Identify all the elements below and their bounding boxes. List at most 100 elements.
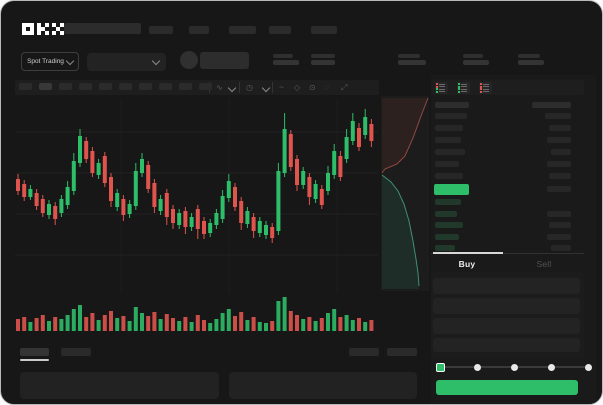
avatar[interactable]: [180, 51, 198, 69]
nav-item[interactable]: [229, 26, 256, 34]
orderbook-view-toggle-bids-only-icon[interactable]: [457, 82, 470, 94]
order-form-field[interactable]: [433, 338, 580, 352]
ask-row-price[interactable]: [435, 137, 461, 143]
ask-row-amount[interactable]: [549, 125, 571, 131]
nav-item[interactable]: [269, 26, 291, 34]
bottom-tab[interactable]: [61, 348, 91, 356]
fullscreen-icon[interactable]: ⤢: [341, 83, 348, 92]
ask-row-amount[interactable]: [549, 173, 571, 179]
bid-row-price[interactable]: [435, 199, 461, 205]
orderbook-divider: [431, 253, 584, 254]
volume-bar: [239, 312, 244, 331]
volume-bar: [28, 322, 33, 331]
timeframe-button[interactable]: [59, 83, 72, 90]
buy-submit-button[interactable]: [436, 380, 578, 395]
ask-row-amount[interactable]: [547, 137, 571, 143]
indicator-dropdown-icon[interactable]: ∿: [216, 83, 223, 92]
tab-buy[interactable]: Buy: [458, 259, 476, 269]
volume-bar: [127, 321, 132, 331]
bottom-link[interactable]: [349, 348, 379, 356]
search-input[interactable]: [64, 23, 141, 34]
order-form-field[interactable]: [433, 278, 580, 294]
volume-bar: [102, 315, 107, 331]
candle-body: [344, 137, 349, 159]
market-type-selector[interactable]: Spot Trading: [21, 52, 79, 71]
candle-body: [301, 171, 306, 185]
nav-item[interactable]: [189, 26, 209, 34]
ticker-stat-label: [398, 54, 420, 58]
candle-body: [189, 217, 194, 227]
slider-handle[interactable]: [436, 363, 445, 372]
bid-row-amount[interactable]: [549, 222, 571, 228]
account-button[interactable]: [200, 52, 249, 69]
bottom-panel: [229, 372, 417, 399]
bid-row-amount[interactable]: [547, 233, 571, 240]
timeframe-button[interactable]: [39, 83, 52, 90]
ask-row-amount[interactable]: [547, 161, 571, 167]
ask-row-amount[interactable]: [545, 113, 571, 119]
nav-item[interactable]: [149, 26, 173, 34]
bid-row-price[interactable]: [435, 245, 455, 251]
volume-bar: [350, 320, 355, 331]
volume-bar: [233, 316, 237, 331]
last-price-highlight[interactable]: [434, 184, 469, 195]
nav-item[interactable]: [311, 26, 337, 34]
chevron-down-icon: [151, 56, 161, 66]
bid-row-price[interactable]: [435, 233, 459, 240]
ask-row-price[interactable]: [435, 113, 467, 119]
depth-bids-area: [382, 175, 419, 289]
draw-tool-icon[interactable]: ◇: [294, 83, 301, 92]
ask-row-price[interactable]: [435, 125, 463, 131]
camera-icon[interactable]: ⊙: [309, 83, 316, 92]
ask-row-price[interactable]: [435, 173, 463, 179]
slider-step-dot[interactable]: [585, 364, 592, 371]
candle-body: [177, 213, 182, 225]
line-tool-icon[interactable]: ~: [279, 83, 284, 92]
candle-body: [363, 117, 368, 135]
timeframe-button[interactable]: [99, 83, 112, 90]
candle-body: [338, 156, 343, 177]
orderbook-view-toggle-both-sides-icon[interactable]: [435, 82, 448, 94]
timeframe-button[interactable]: [139, 83, 152, 90]
slider-step-dot[interactable]: [511, 364, 518, 371]
candle-body: [102, 156, 107, 183]
timeframe-button[interactable]: [119, 83, 132, 90]
timeframe-button[interactable]: [79, 83, 92, 90]
ask-row-price[interactable]: [435, 149, 465, 155]
tab-sell[interactable]: Sell: [536, 259, 552, 269]
slider-step-dot[interactable]: [474, 364, 481, 371]
bottom-link[interactable]: [387, 348, 417, 356]
orderbook-view-toggle-asks-only-icon[interactable]: [479, 82, 492, 94]
candle-body: [115, 193, 120, 207]
bid-row-amount[interactable]: [547, 210, 571, 217]
bid-row-amount[interactable]: [551, 245, 571, 251]
timeframe-button[interactable]: [19, 83, 32, 90]
ask-row-amount[interactable]: [551, 149, 571, 155]
ask-row-price[interactable]: [435, 161, 459, 167]
timeframe-button[interactable]: [179, 83, 192, 90]
candle-body: [121, 199, 126, 215]
volume-bar: [71, 309, 76, 331]
timeframe-button[interactable]: [159, 83, 172, 90]
candle-body: [245, 211, 250, 224]
order-form-field[interactable]: [433, 298, 580, 314]
slider-step-dot[interactable]: [548, 364, 555, 371]
toolbar-divider: [272, 82, 273, 93]
okx-logo-o: [22, 23, 34, 35]
bottom-tab[interactable]: [20, 348, 49, 356]
candle-body: [59, 199, 64, 213]
ticker-stat-label: [273, 54, 293, 58]
volume-bar: [152, 312, 157, 331]
ticker-stat-value: [398, 60, 426, 65]
settings-icon[interactable]: ◌: [324, 83, 329, 92]
interval-dropdown-icon[interactable]: ◷: [246, 83, 253, 92]
bid-row-price[interactable]: [435, 222, 463, 228]
timeframe-button[interactable]: [199, 83, 212, 90]
candle-body: [208, 223, 213, 233]
bid-row-price[interactable]: [435, 210, 457, 217]
pair-selector[interactable]: [87, 53, 166, 71]
order-form-field[interactable]: [433, 318, 580, 334]
candlestick-chart[interactable]: [11, 96, 431, 341]
okx-logo[interactable]: [22, 23, 64, 35]
volume-bar: [146, 316, 151, 331]
